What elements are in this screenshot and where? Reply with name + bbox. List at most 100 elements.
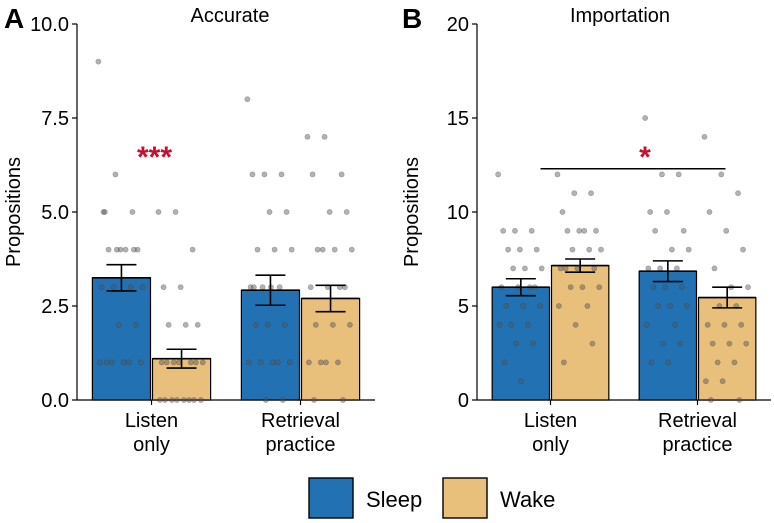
data-point (254, 246, 261, 253)
y-tick-label: 5.0 (41, 202, 69, 224)
data-point (706, 209, 713, 215)
x-category-label: Retrieval (261, 410, 340, 432)
bar-sleep-0 (91, 277, 152, 401)
data-point (95, 58, 102, 65)
data-point (659, 171, 665, 178)
data-point (191, 397, 197, 403)
data-point (340, 397, 346, 403)
data-point (139, 284, 146, 291)
data-point (702, 378, 709, 385)
data-point (683, 303, 690, 309)
y-tick-label: 10 (447, 202, 469, 224)
data-point (704, 321, 711, 328)
data-point (335, 359, 341, 366)
bar-sleep-1 (638, 270, 698, 401)
data-point (512, 227, 518, 234)
data-point (709, 340, 716, 347)
data-point (574, 265, 581, 272)
data-point (321, 133, 328, 140)
panel-title: Importation (570, 5, 670, 27)
data-point (189, 246, 196, 253)
data-point (182, 321, 189, 328)
data-point (259, 284, 266, 291)
data-point (667, 303, 674, 309)
data-point (122, 246, 129, 253)
data-point (598, 246, 604, 253)
panel-title: Accurate (191, 5, 270, 27)
data-point (103, 359, 110, 366)
data-point (323, 359, 329, 366)
data-point (678, 284, 685, 291)
x-category-label: only (532, 434, 569, 456)
data-point (174, 397, 180, 403)
data-point (279, 397, 286, 403)
data-point (581, 227, 588, 234)
data-point (662, 284, 669, 291)
bar-wake-1 (300, 297, 361, 401)
data-point (175, 359, 182, 366)
data-point (266, 209, 273, 215)
data-point (311, 397, 317, 403)
data-point (584, 303, 591, 309)
data-point (579, 284, 586, 291)
data-point (500, 227, 507, 234)
data-point (269, 359, 276, 366)
data-point (112, 171, 119, 178)
data-point (130, 246, 137, 253)
data-point (125, 359, 132, 366)
data-point (642, 115, 649, 121)
data-point (589, 340, 596, 347)
data-point (348, 246, 355, 253)
data-point (503, 303, 510, 309)
data-point (347, 321, 353, 328)
data-point (596, 284, 603, 291)
y-axis-label: Propositions (3, 157, 25, 267)
legend-swatch-wake (442, 477, 488, 519)
data-point (309, 171, 316, 178)
panel-letter: A (4, 3, 24, 34)
data-point (262, 397, 269, 403)
data-point (554, 171, 561, 178)
panel-letter: B (402, 3, 422, 34)
data-point (312, 321, 319, 328)
data-point (718, 171, 725, 178)
data-point (652, 227, 659, 234)
data-point (496, 321, 503, 328)
data-point (261, 171, 268, 178)
data-point (711, 265, 718, 272)
data-point (329, 321, 336, 328)
data-point (168, 397, 175, 403)
data-point (726, 340, 733, 347)
data-point (714, 359, 721, 366)
data-point (245, 359, 252, 366)
data-point (572, 321, 579, 328)
data-point (198, 397, 204, 403)
data-point (281, 321, 288, 328)
data-point (536, 303, 543, 309)
data-point (740, 246, 746, 253)
data-point (137, 359, 144, 366)
data-point (571, 190, 578, 197)
data-point (735, 190, 741, 197)
x-category-label: only (133, 434, 170, 456)
data-point (560, 359, 567, 366)
data-point (731, 359, 738, 366)
bar-wake-1 (697, 296, 757, 401)
data-point (530, 340, 536, 347)
data-point (657, 265, 664, 272)
data-point (501, 359, 508, 366)
data-point (307, 284, 314, 291)
bar-sleep-1 (240, 289, 301, 401)
data-point (525, 321, 531, 328)
data-point (745, 284, 751, 291)
data-point (134, 246, 141, 253)
data-point (723, 227, 730, 234)
data-point (495, 171, 502, 178)
data-point (326, 209, 333, 215)
data-point (288, 246, 295, 253)
data-point (264, 321, 271, 328)
data-point (199, 359, 206, 366)
data-point (343, 209, 350, 215)
data-point (286, 359, 293, 366)
data-point (314, 246, 321, 253)
